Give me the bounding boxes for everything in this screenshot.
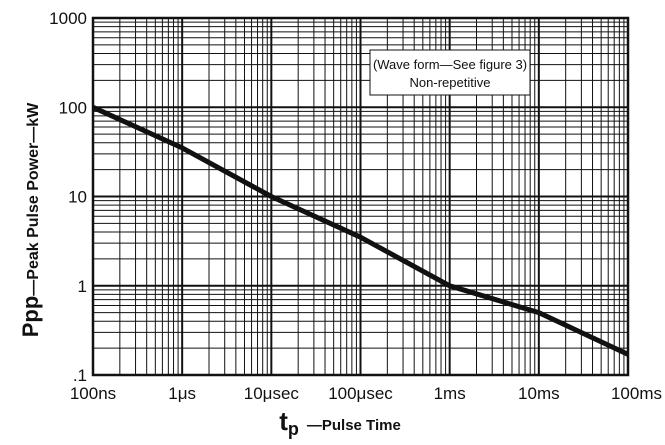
y-axis-label: Ppp—Peak Pulse Power—kW: [18, 102, 43, 337]
x-tick-label: 100μsec: [328, 384, 393, 403]
y-tick-label: .1: [73, 366, 87, 385]
x-tick-label: 10ms: [518, 384, 560, 403]
x-tick-label: 10μsec: [244, 384, 300, 403]
y-axis-label-suffix: —Peak Pulse Power—kW: [25, 102, 42, 296]
plot-border: [91, 16, 630, 377]
y-tick-label: 100: [59, 98, 87, 117]
svg-text:Ppp—Peak Pulse Power—kW: Ppp—Peak Pulse Power—kW: [18, 102, 43, 337]
y-tick-label: 1: [78, 277, 87, 296]
x-axis-label-sub: p: [288, 419, 299, 439]
y-tick-label: 10: [68, 188, 87, 207]
annotation-line-2: Non-repetitive: [410, 75, 491, 90]
y-axis-label-main: Ppp: [18, 296, 43, 338]
x-axis-label-main: t: [279, 406, 288, 436]
x-axis-label-suffix: —Pulse Time: [307, 417, 401, 434]
y-tick-labels: 1000 100 10 1 .1: [49, 9, 87, 385]
series-line: [91, 105, 630, 357]
x-tick-label: 100ns: [70, 384, 116, 403]
annotation-line-1: (Wave form—See figure 3): [373, 57, 527, 72]
x-tick-label: 100ms: [611, 384, 662, 403]
x-tick-label: 1ms: [434, 384, 466, 403]
y-tick-label: 1000: [49, 9, 87, 28]
x-axis-label: tp —Pulse Time: [279, 406, 401, 439]
x-tick-label: 1μs: [168, 384, 196, 403]
annotation-box: (Wave form—See figure 3) Non-repetitive: [369, 49, 531, 96]
x-tick-labels: 100ns 1μs 10μsec 100μsec 1ms 10ms 100ms: [70, 384, 662, 403]
plot-frame: [91, 16, 630, 377]
